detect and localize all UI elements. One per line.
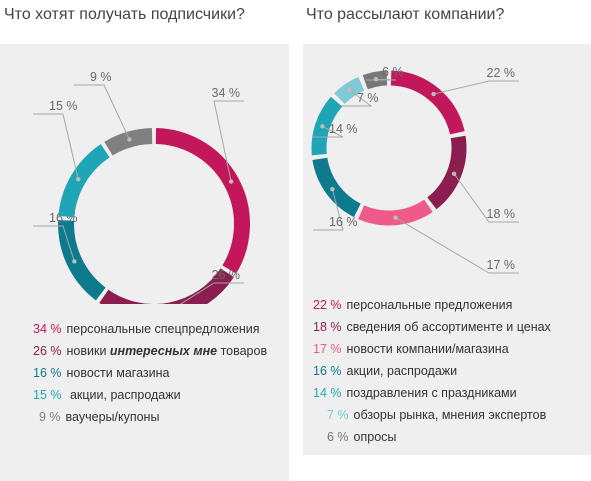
slice-label: 22 % [487, 66, 516, 80]
slice-label: 18 % [487, 207, 516, 221]
leader-line [33, 225, 75, 262]
legend-label: новости компании/магазина [346, 342, 509, 356]
legend-item: 26 % новики интересных мне товаров [33, 340, 267, 362]
leader-line [179, 282, 244, 304]
legend-emphasis: интересных мне [106, 344, 221, 358]
legend-value: 34 % [33, 322, 62, 336]
legend-value: 16 % [313, 364, 342, 378]
leader-dot [431, 91, 436, 97]
left-chart-panel: 34 % 26 % 16 % 15 % 9 % 34 % персональные спе… [0, 44, 289, 481]
slice-label: 7 % [357, 91, 379, 105]
leader-dot [127, 137, 132, 142]
donut-slice [99, 268, 234, 304]
left-donut-chart: 34 %26 %16 %15 %9 % [33, 70, 250, 304]
legend-item: 9 % ваучеры/купоны [33, 406, 267, 428]
slice-label: 34 % [212, 86, 241, 100]
leader-dot [76, 177, 81, 182]
legend-label: персональные предложения [346, 298, 513, 312]
leader-dot [393, 215, 398, 220]
legend-item: 17 % новости компании/магазина [313, 338, 551, 360]
legend-value: 26 % [33, 344, 62, 358]
leader-dot [373, 77, 379, 82]
left-chart-title: Что хотят получать подписчики? [4, 6, 245, 23]
leader-line [33, 113, 79, 180]
slice-label: 17 % [487, 258, 516, 272]
slice-label: 26 % [212, 268, 241, 282]
leader-line [433, 80, 519, 95]
donut-slice [427, 135, 467, 210]
slice-label: 9 % [90, 70, 112, 84]
legend-value: 6 % [327, 430, 349, 444]
slice-label: 6 % [382, 65, 404, 79]
leader-line [313, 189, 344, 231]
leader-line [453, 173, 519, 223]
legend-value: 14 % [313, 386, 342, 400]
leader-dot [451, 171, 457, 176]
donut-slice [312, 157, 361, 218]
left-chart-legend: 34 % персональные спецпредложения 26 % нови… [33, 318, 267, 428]
legend-value: 17 % [313, 342, 342, 356]
donut-slice [390, 70, 465, 135]
leader-dot [330, 186, 335, 192]
legend-item: 7 % обзоры рынка, мнения экспертов [313, 404, 551, 426]
legend-label: ваучеры/купоны [65, 410, 160, 424]
right-chart-legend: 22 % персональные предложения 18 % сведения… [313, 294, 551, 448]
legend-label: новики [66, 344, 107, 358]
legend-value: 22 % [313, 298, 342, 312]
legend-value: 15 % [33, 388, 62, 402]
leader-line [74, 84, 130, 140]
legend-label: персональные спецпредложения [66, 322, 260, 336]
leader-dot [72, 259, 77, 264]
legend-item: 6 % опросы [313, 426, 551, 448]
slice-label: 15 % [49, 99, 78, 113]
legend-label: обзоры рынка, мнения экспертов [353, 408, 547, 422]
right-chart-title: Что рассылают компании? [306, 6, 505, 23]
legend-value: 9 % [39, 410, 61, 424]
legend-item: 16 % акции, распродажи [313, 360, 551, 382]
right-donut-chart: 22 % 18 % 17 % 16 % 14 % 7 %6 % [311, 65, 519, 274]
legend-item: 16 % новости магазина [33, 362, 267, 384]
legend-label: сведения об ассортименте и ценах [346, 320, 551, 334]
legend-item: 15 % акции, распродажи [33, 384, 267, 406]
leader-line [341, 89, 373, 107]
legend-label: поздравления с праздниками [346, 386, 517, 400]
legend-label: опросы [353, 430, 397, 444]
slice-label: 16 % [329, 215, 358, 229]
right-chart-panel: 22 % 18 % 17 % 16 % 14 % 7 % 6 % 22 % персональ… [303, 44, 591, 455]
legend-value: 16 % [33, 366, 62, 380]
legend-label: акции, распродажи [66, 388, 181, 402]
donut-slice [58, 220, 106, 301]
slice-label: 14 % [329, 122, 358, 136]
legend-item: 14 % поздравления с праздниками [313, 382, 551, 404]
donut-slice [155, 128, 250, 274]
legend-label: новости магазина [66, 366, 170, 380]
legend-label: акции, распродажи [346, 364, 458, 378]
legend-item: 34 % персональные спецпредложения [33, 318, 267, 340]
leader-line [313, 125, 344, 138]
legend-value: 7 % [327, 408, 349, 422]
legend-item: 18 % сведения об ассортименте и ценах [313, 316, 551, 338]
legend-label-tail: товаров [220, 344, 268, 358]
legend-value: 18 % [313, 320, 342, 334]
legend-item: 22 % персональные предложения [313, 294, 551, 316]
leader-dot [228, 179, 234, 184]
leader-line [213, 100, 244, 182]
donut-slice [58, 144, 110, 218]
leader-dot [320, 124, 325, 129]
leader-line [395, 217, 519, 274]
leader-dot [347, 87, 352, 93]
